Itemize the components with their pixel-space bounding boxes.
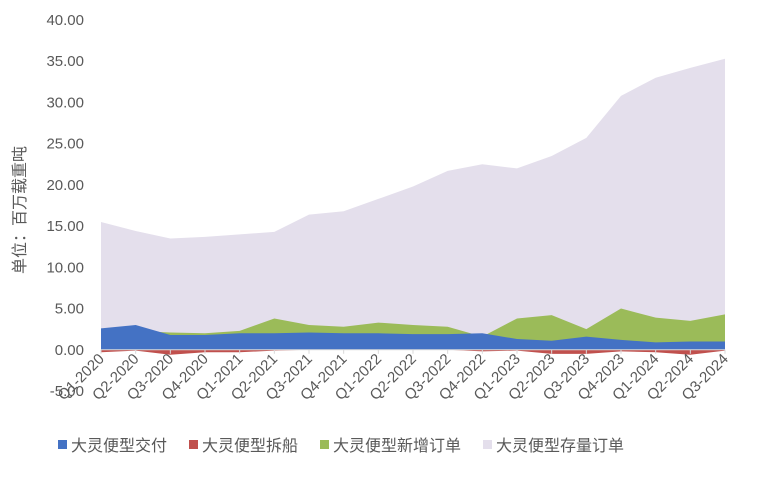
y-tick-label: 20.00 [46, 177, 84, 194]
legend-swatch [320, 439, 330, 449]
legend-label: 大灵便型交付 [71, 436, 168, 455]
legend-swatch [189, 439, 199, 449]
y-tick-label: 40.00 [46, 12, 84, 29]
y-tick-label: -5.00 [50, 383, 84, 400]
y-axis: -5.00 0.00 5.00 10.00 15.00 20.00 25.00 30.00 35… [46, 12, 84, 400]
x-axis: Q1-2020Q2-2020Q3-2020Q4-2020Q1-2021Q2-20… [55, 349, 732, 404]
y-axis-label: 单位：百万载重吨 [10, 146, 29, 274]
legend-item: 大灵便型拆船 [189, 432, 298, 456]
y-tick-label: 35.00 [46, 53, 84, 70]
legend-swatch [58, 439, 67, 449]
y-tick-label: 30.00 [46, 94, 84, 111]
legend-swatch [483, 439, 493, 449]
area-series-3 [101, 58, 725, 350]
y-tick-label: 10.00 [46, 259, 84, 276]
legend-item: 大灵便型存量订单 [483, 432, 624, 456]
legend: 大灵便型交付 大灵便型拆船 大灵便型新增订单 大灵便型存量订单 [58, 432, 624, 456]
plot-areas [101, 58, 725, 355]
area-series-1 [101, 349, 725, 355]
legend-label: 大灵便型新增订单 [333, 436, 462, 455]
y-tick-label: 25.00 [46, 136, 84, 153]
legend-label: 大灵便型拆船 [202, 436, 299, 455]
area-series-0 [101, 325, 725, 350]
y-tick-label: 0.00 [55, 342, 84, 359]
y-tick-label: 15.00 [46, 218, 84, 235]
legend-label: 大灵便型存量订单 [496, 436, 625, 455]
legend-item: 大灵便型新增订单 [320, 432, 461, 456]
legend-item: 大灵便型交付 [58, 432, 167, 456]
y-tick-label: 5.00 [55, 301, 84, 318]
